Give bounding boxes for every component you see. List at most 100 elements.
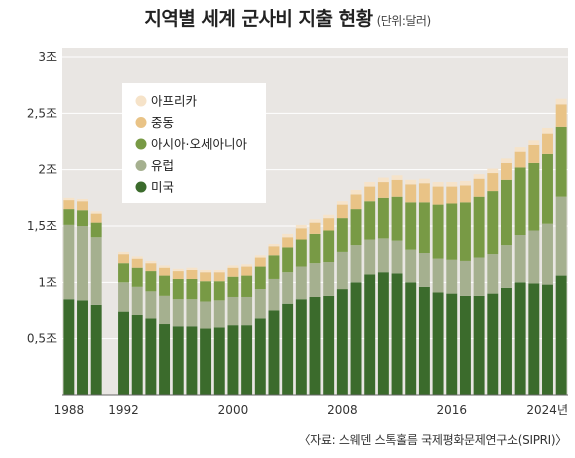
- bar-segment: [418, 286, 430, 395]
- bar-segment: [254, 289, 266, 319]
- bar-segment: [241, 266, 253, 276]
- bar-segment: [268, 278, 280, 311]
- bar-segment: [487, 254, 499, 294]
- bar-segment: [213, 327, 225, 395]
- legend-marker: [135, 138, 147, 150]
- bar-segment: [186, 278, 198, 300]
- bar-segment: [227, 267, 239, 277]
- bar-segment: [213, 269, 225, 273]
- bar-segment: [268, 246, 280, 256]
- legend-label: 유럽: [151, 158, 174, 173]
- bar-segment: [131, 286, 143, 316]
- legend-label: 아시아·오세아니아: [151, 137, 247, 152]
- bar-segment: [118, 254, 130, 264]
- bar-segment: [241, 264, 253, 267]
- x-tick-label: 2000: [218, 403, 249, 417]
- bar-segment: [336, 204, 348, 219]
- bar-segment: [254, 318, 266, 395]
- legend-label: 중동: [151, 115, 174, 130]
- bar-segment: [350, 194, 362, 210]
- bar-segment: [90, 213, 102, 223]
- bar-segment: [514, 167, 526, 236]
- bar-segment: [90, 237, 102, 305]
- bar-segment: [391, 179, 403, 197]
- bar-segment: [350, 209, 362, 246]
- bar-segment: [487, 293, 499, 395]
- bar-segment: [309, 233, 321, 264]
- bar-segment: [555, 98, 567, 105]
- bar-segment: [145, 263, 157, 272]
- bar-segment: [350, 282, 362, 395]
- bar-segment: [500, 158, 512, 163]
- y-tick-label: 1,5조: [27, 219, 57, 233]
- bar-segment: [432, 186, 444, 205]
- bar-segment: [309, 296, 321, 395]
- bar-segment: [459, 295, 471, 395]
- bar-segment: [514, 151, 526, 168]
- bar-segment: [213, 281, 225, 301]
- bar-segment: [377, 272, 389, 395]
- y-tick-label: 1조: [38, 275, 57, 289]
- bar-segment: [432, 204, 444, 259]
- bar-segment: [542, 127, 553, 134]
- bar-segment: [213, 300, 225, 328]
- bar-segment: [336, 218, 348, 252]
- bar-segment: [159, 267, 171, 276]
- bar-segment: [295, 224, 307, 229]
- bar-segment: [295, 299, 307, 395]
- bar-segment: [500, 287, 512, 395]
- bar-segment: [500, 179, 512, 246]
- bar-segment: [446, 203, 458, 260]
- bar-segment: [555, 275, 567, 395]
- bar-segment: [227, 296, 239, 326]
- bar-segment: [282, 272, 294, 304]
- source-note: 〈자료: 스웨덴 스톡홀름 국제평화문제연구소(SIPRI)〉: [298, 433, 567, 447]
- x-axis: 1988 1992 2000 2008 2016 2024년: [54, 394, 568, 417]
- bar-segment: [172, 268, 184, 272]
- bar-segment: [309, 219, 321, 223]
- bar-segment: [186, 299, 198, 327]
- bar-segment: [172, 326, 184, 395]
- bar-segment: [323, 295, 335, 395]
- bar-segment: [514, 282, 526, 395]
- bar-segment: [295, 228, 307, 240]
- bar-segment: [432, 258, 444, 293]
- bar-segment: [186, 267, 198, 270]
- bar-segment: [405, 179, 417, 185]
- bar-segment: [200, 272, 212, 282]
- bar-segment: [118, 251, 130, 255]
- bar-segment: [542, 223, 553, 285]
- bar-segment: [350, 189, 362, 195]
- bar-segment: [63, 224, 75, 300]
- bar-segment: [473, 178, 485, 197]
- y-axis: 0,5조 1조 1,5조 2조 2,5조 3조: [27, 50, 57, 346]
- bar-segment: [241, 325, 253, 395]
- bar-segment: [555, 126, 567, 197]
- bar-segment: [159, 275, 171, 296]
- bar-segment: [200, 269, 212, 273]
- bar-segment: [418, 253, 430, 287]
- bar-segment: [323, 218, 335, 231]
- bar-segment: [172, 299, 184, 327]
- legend-marker: [135, 117, 147, 128]
- bar-segment: [432, 292, 444, 395]
- bar-segment: [418, 178, 430, 184]
- bar-segment: [63, 197, 75, 201]
- bar-segment: [90, 211, 102, 214]
- bar-segment: [377, 177, 389, 183]
- bar-segment: [227, 265, 239, 268]
- bar-segment: [364, 186, 376, 202]
- y-tick-label: 0,5조: [27, 332, 57, 346]
- bar-segment: [200, 328, 212, 395]
- bar-segment: [213, 272, 225, 282]
- chart-title: 지역별 세계 군사비 지출 현황 (단위:달러): [0, 4, 575, 31]
- y-tick-label: 2,5조: [27, 106, 57, 120]
- bar-segment: [446, 186, 458, 204]
- bar-segment: [487, 191, 499, 255]
- bar-segment: [528, 140, 540, 145]
- bar-segment: [282, 247, 294, 273]
- bar-segment: [528, 144, 540, 163]
- bar-segment: [459, 202, 471, 261]
- bar-segment: [159, 324, 171, 395]
- bar-segment: [405, 184, 417, 203]
